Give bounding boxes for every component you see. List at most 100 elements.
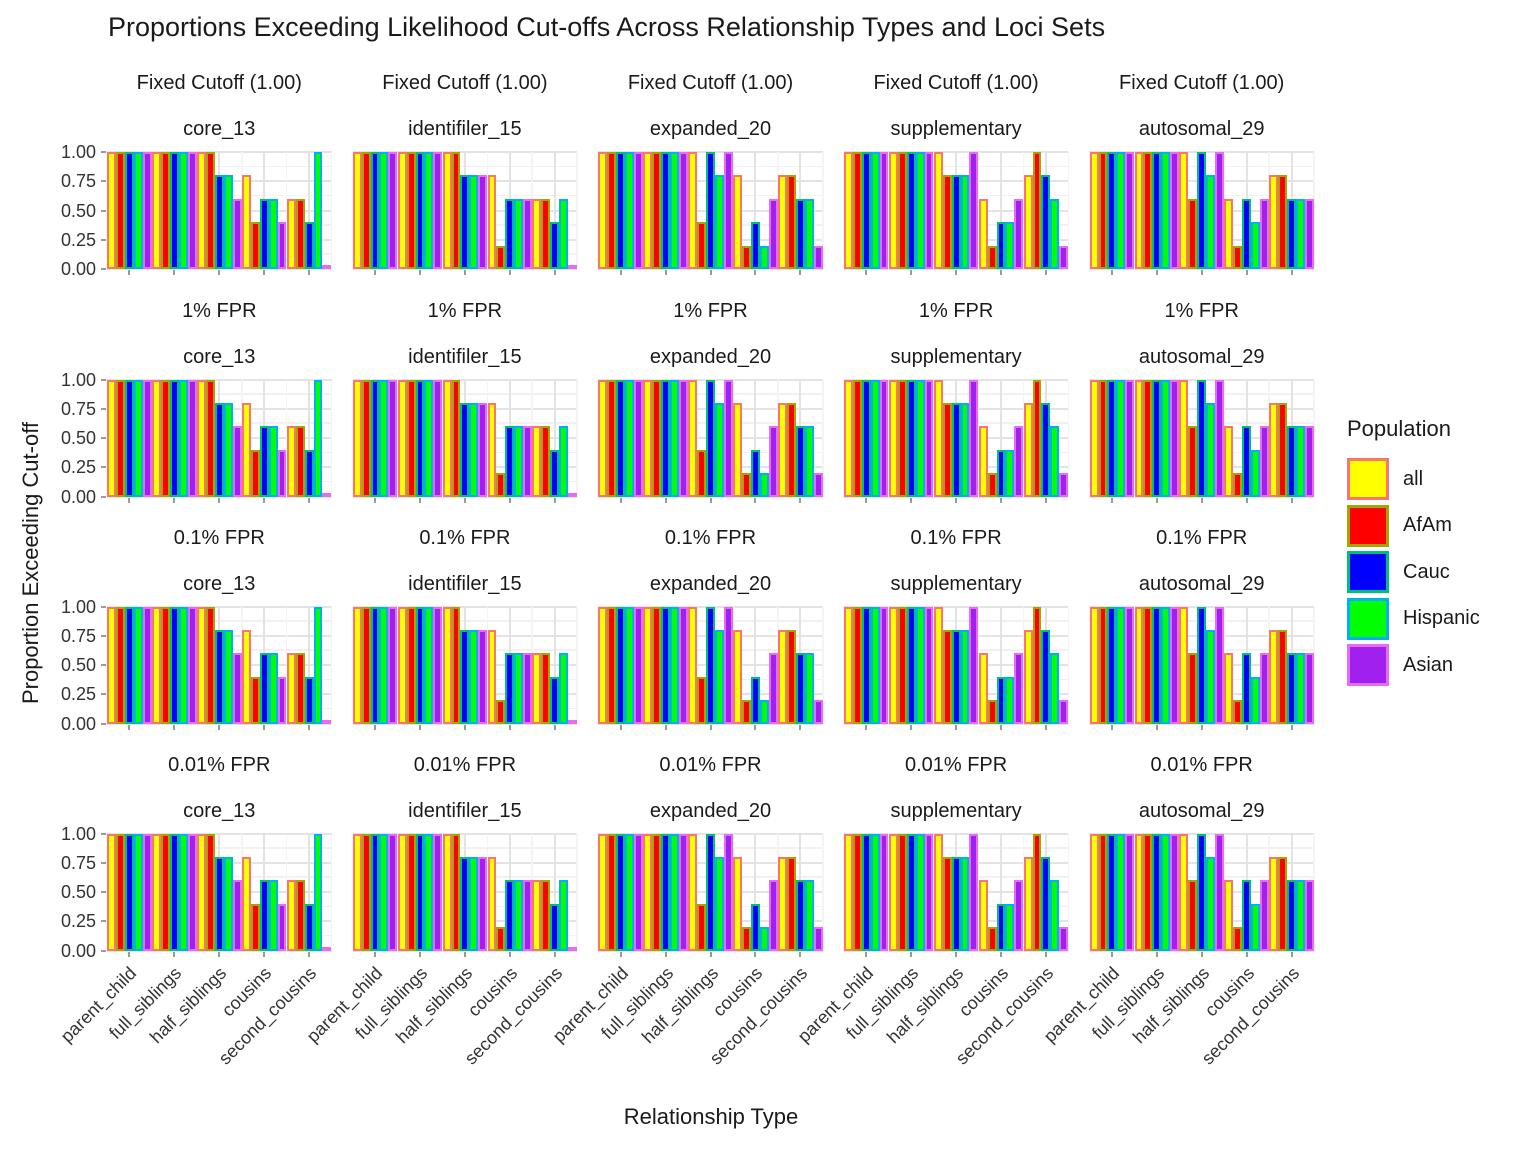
gridline-minor-v (687, 606, 689, 724)
bar-all (397, 833, 407, 951)
bar-AfAm (205, 606, 215, 724)
gridline-major-v (754, 379, 757, 497)
bar-all (688, 379, 698, 497)
gridline-minor-v (687, 379, 689, 497)
gridline-major-v (553, 606, 556, 724)
legend-item: Asian (1347, 642, 1480, 689)
bar-Cauc (996, 676, 1006, 724)
bar-Cauc (1197, 606, 1207, 724)
bar-AfAm (1143, 606, 1153, 724)
bar-group (1224, 834, 1269, 951)
bar-Hispanic (379, 152, 389, 269)
bar-all (107, 152, 117, 269)
bar-Hispanic (313, 152, 323, 269)
bar-Cauc (795, 426, 805, 497)
bar-AfAm (1188, 653, 1198, 724)
bar-group (844, 833, 889, 951)
bar-Asian (723, 833, 733, 951)
bar-all (1269, 402, 1279, 497)
bar-group (1023, 833, 1069, 951)
bar-Cauc (750, 222, 760, 269)
bar-all (1023, 629, 1033, 724)
gridline-minor-v (821, 379, 824, 497)
gridline-minor-v (932, 606, 935, 724)
bar-all (1179, 379, 1189, 497)
bar-AfAm (987, 927, 997, 951)
bar-AfAm (451, 152, 461, 269)
facet-strip-cutoff: 0.01% FPR (659, 753, 762, 776)
bar-AfAm (1188, 426, 1198, 497)
x-tick (1000, 724, 1003, 730)
gridline-minor-v (196, 833, 198, 951)
bar-AfAm (205, 379, 215, 497)
bar-all (733, 856, 743, 951)
x-tick (799, 951, 802, 957)
bar-Asian (678, 833, 688, 951)
bar-AfAm (697, 903, 707, 951)
bar-AfAm (942, 175, 952, 269)
x-tick (1200, 270, 1203, 275)
bar-Hispanic (960, 402, 970, 497)
bar-Cauc (1242, 653, 1252, 724)
bar-all (442, 152, 452, 269)
bar-Hispanic (1050, 653, 1060, 724)
x-tick (374, 951, 377, 957)
facet-strip-loci: expanded_20 (649, 345, 772, 368)
y-tick (101, 151, 106, 153)
bar-all (643, 152, 653, 269)
bar-all (442, 606, 452, 724)
gridline-minor-v (732, 833, 734, 951)
bar-Hispanic (1116, 152, 1126, 269)
bar-group (1224, 607, 1269, 724)
gridline-minor-v (1088, 379, 1091, 497)
bar-all (442, 833, 452, 951)
gridline-minor-v (887, 152, 890, 269)
y-tick-label: 1.00 (60, 596, 96, 617)
bar-group (442, 379, 488, 497)
bar-group (1134, 606, 1180, 724)
bar-Cauc (550, 676, 560, 724)
x-tick (1044, 724, 1047, 730)
bar-Hispanic (625, 152, 634, 269)
x-tick (263, 497, 266, 503)
bar-Hispanic (1251, 222, 1260, 269)
bar-Asian (277, 676, 287, 724)
bar-AfAm (1278, 856, 1288, 951)
bar-group (442, 152, 488, 269)
y-tick (101, 180, 106, 183)
facet-panel (843, 151, 1070, 270)
x-tick (1044, 497, 1047, 503)
gridline-minor-v (1268, 606, 1270, 724)
bar-Cauc (951, 856, 961, 951)
bar-all (688, 833, 698, 951)
bar-all (933, 606, 943, 724)
bar-group (933, 152, 979, 269)
gridline-minor-v (597, 833, 599, 951)
y-tick-label: 0.25 (60, 457, 96, 478)
bar-group (778, 380, 823, 497)
gridline-minor-v (441, 379, 444, 497)
gridline-major (843, 722, 1069, 725)
bar-all (778, 402, 787, 497)
facet-panel (351, 832, 578, 952)
bar-all (532, 653, 542, 724)
facet-strip-cutoff: 0.1% FPR (1156, 526, 1248, 549)
bar-all (397, 606, 407, 724)
y-tick-label: 0.50 (60, 200, 96, 221)
bar-Asian (568, 265, 577, 269)
gridline-minor-v (1268, 152, 1270, 269)
gridline-minor-v (396, 833, 399, 951)
bar-AfAm (250, 676, 260, 724)
bar-Asian (1170, 606, 1179, 724)
bar-AfAm (987, 700, 997, 724)
bar-all (1023, 856, 1033, 951)
bar-all (352, 833, 362, 951)
gridline-major (107, 949, 332, 952)
facet-strip-loci: expanded_20 (649, 118, 772, 140)
bar-Cauc (259, 426, 269, 497)
x-tick (173, 951, 176, 957)
gridline-major-v (553, 833, 556, 951)
bar-Hispanic (915, 379, 925, 497)
bar-Asian (433, 833, 443, 951)
bar-Asian (1304, 653, 1314, 724)
